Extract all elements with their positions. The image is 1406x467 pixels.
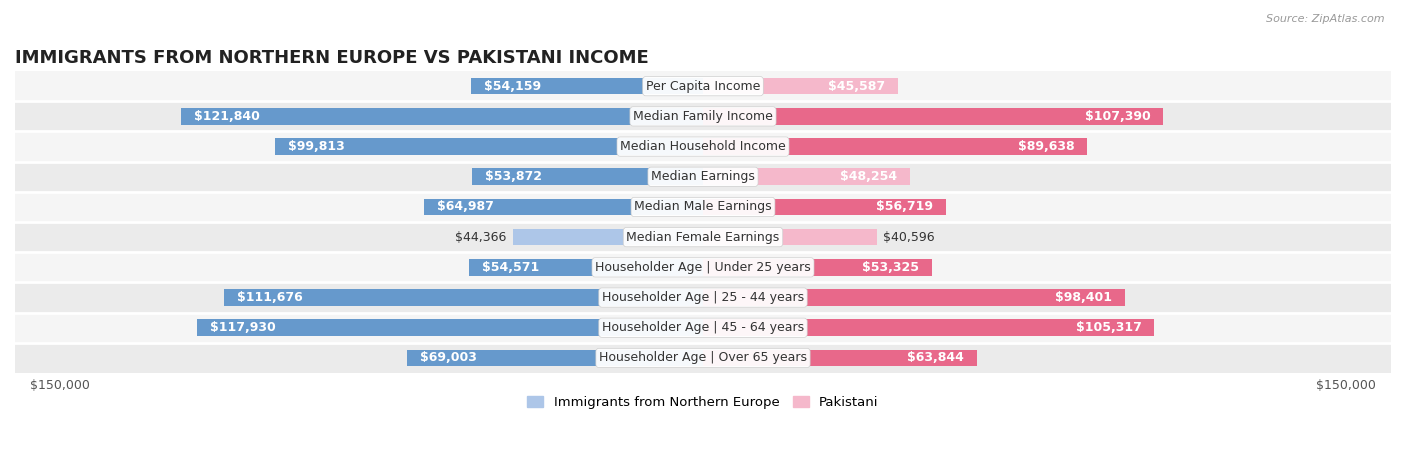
Bar	[15, 252, 1391, 283]
Bar	[513, 229, 703, 246]
Text: Median Female Earnings: Median Female Earnings	[627, 231, 779, 244]
Bar	[470, 259, 703, 276]
Text: IMMIGRANTS FROM NORTHERN EUROPE VS PAKISTANI INCOME: IMMIGRANTS FROM NORTHERN EUROPE VS PAKIS…	[15, 49, 648, 67]
Text: $53,872: $53,872	[485, 170, 541, 183]
Text: $63,844: $63,844	[907, 352, 965, 364]
Text: $40,596: $40,596	[883, 231, 935, 244]
Text: Householder Age | 25 - 44 years: Householder Age | 25 - 44 years	[602, 291, 804, 304]
Bar	[15, 312, 1391, 343]
Bar	[703, 229, 877, 246]
Bar	[15, 222, 1391, 252]
Text: $107,390: $107,390	[1084, 110, 1150, 123]
Text: $117,930: $117,930	[211, 321, 276, 334]
Text: $121,840: $121,840	[194, 110, 260, 123]
Bar	[703, 289, 1125, 306]
Text: $54,159: $54,159	[484, 80, 541, 92]
Text: Median Male Earnings: Median Male Earnings	[634, 200, 772, 213]
Bar	[703, 138, 1087, 155]
Bar	[15, 192, 1391, 222]
Bar	[15, 71, 1391, 101]
Text: $45,587: $45,587	[828, 80, 886, 92]
Bar	[276, 138, 703, 155]
Text: Householder Age | 45 - 64 years: Householder Age | 45 - 64 years	[602, 321, 804, 334]
Text: $89,638: $89,638	[1018, 140, 1074, 153]
Text: Householder Age | Over 65 years: Householder Age | Over 65 years	[599, 352, 807, 364]
Bar	[15, 101, 1391, 132]
Text: $54,571: $54,571	[482, 261, 538, 274]
Bar	[703, 319, 1154, 336]
Text: Median Household Income: Median Household Income	[620, 140, 786, 153]
Text: $48,254: $48,254	[839, 170, 897, 183]
Bar	[197, 319, 703, 336]
Bar	[15, 132, 1391, 162]
Bar	[703, 350, 977, 366]
Text: $53,325: $53,325	[862, 261, 918, 274]
Bar	[15, 343, 1391, 373]
Bar	[471, 78, 703, 94]
Text: $64,987: $64,987	[437, 200, 494, 213]
Bar	[703, 259, 932, 276]
Bar	[472, 169, 703, 185]
Bar	[181, 108, 703, 125]
Text: $44,366: $44,366	[456, 231, 506, 244]
Bar	[408, 350, 703, 366]
Text: $111,676: $111,676	[238, 291, 302, 304]
Bar	[15, 162, 1391, 192]
Text: $69,003: $69,003	[420, 352, 477, 364]
Text: Per Capita Income: Per Capita Income	[645, 80, 761, 92]
Text: $56,719: $56,719	[876, 200, 934, 213]
Bar	[15, 283, 1391, 312]
Text: $99,813: $99,813	[288, 140, 344, 153]
Text: Median Earnings: Median Earnings	[651, 170, 755, 183]
Bar	[703, 78, 898, 94]
Bar	[703, 169, 910, 185]
Text: $105,317: $105,317	[1076, 321, 1142, 334]
Bar	[703, 108, 1163, 125]
Bar	[703, 198, 946, 215]
Text: Householder Age | Under 25 years: Householder Age | Under 25 years	[595, 261, 811, 274]
Text: $98,401: $98,401	[1054, 291, 1112, 304]
Text: Source: ZipAtlas.com: Source: ZipAtlas.com	[1267, 14, 1385, 24]
Text: Median Family Income: Median Family Income	[633, 110, 773, 123]
Bar	[425, 198, 703, 215]
Legend: Immigrants from Northern Europe, Pakistani: Immigrants from Northern Europe, Pakista…	[522, 391, 884, 415]
Bar	[225, 289, 703, 306]
